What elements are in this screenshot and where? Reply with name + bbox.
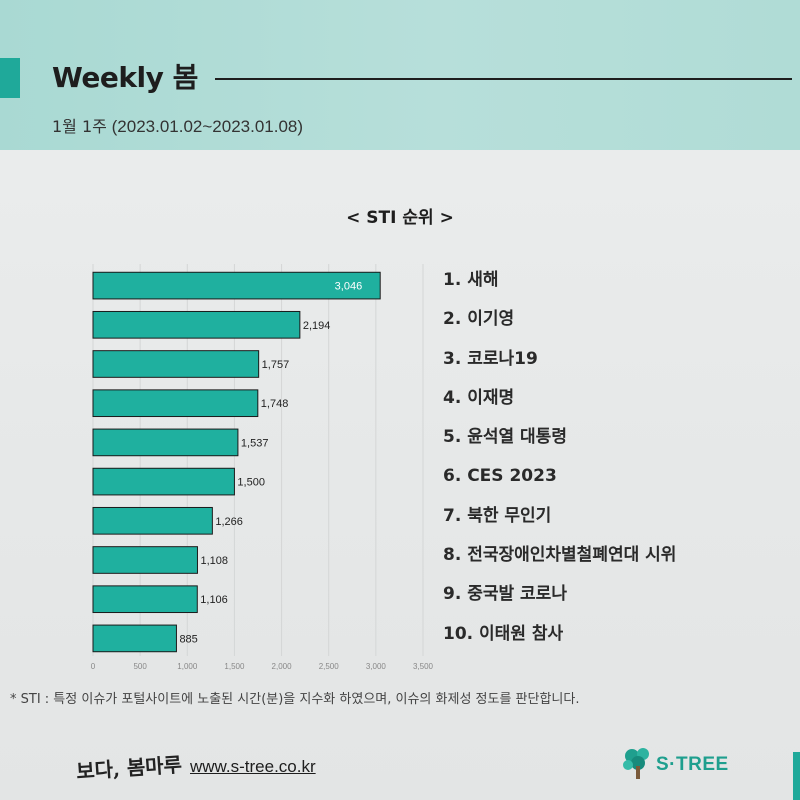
website-link[interactable]: www.s-tree.co.kr [190,757,316,776]
bar-value-label: 1,500 [237,477,265,489]
bar [92,467,235,496]
tree-logo-icon [623,748,649,779]
bar-value-label: 1,757 [262,359,290,371]
rank-item: 7. 북한 무인기 [443,505,552,526]
rank-item: 4. 이재명 [443,387,515,408]
page-title: Weekly 봄 [52,61,198,94]
rank-item: 3. 코로나19 [443,348,538,369]
bar-value-label: 1,537 [241,437,269,449]
rank-item: 6. CES 2023 [443,466,557,487]
rank-item: 8. 전국장애인차별철폐연대 시위 [443,545,677,566]
x-tick-label: 3,000 [366,662,387,671]
rank-item: 9. 중국발 코로나 [443,584,567,605]
header-banner [0,0,800,150]
bar-value-label: 1,748 [261,398,289,410]
bar-value-label: 1,266 [215,516,243,528]
bar [92,271,381,300]
bar [92,389,259,418]
title-rule [215,78,792,80]
bar-value-label: 1,106 [200,594,228,606]
rank-item: 1. 새해 [443,270,499,290]
x-tick-label: 3,500 [413,662,434,671]
bar [92,350,260,378]
bar-value-label: 2,194 [303,320,331,332]
footnote: * STI : 특정 이슈가 포털사이트에 노출된 시간(분)을 지수화 하였으… [10,692,580,707]
x-tick-label: 500 [133,662,147,671]
bar [92,506,213,535]
bar-value-label: 3,046 [335,281,363,293]
week-label: 1월 1주 [52,117,107,136]
corner-accent-bar [793,752,800,800]
bar [92,585,198,614]
rank-item: 10. 이태원 참사 [443,623,564,644]
logo-text: S·TREE [656,754,729,775]
x-tick-label: 1,000 [177,662,198,671]
page-subtitle: 1월 1주 (2023.01.02~2023.01.08) [52,113,303,137]
bar [92,310,301,339]
x-tick-label: 1,500 [224,662,245,671]
ranking-list: 1. 새해 2. 이기영 3. 코로나19 4. 이재명 5. 윤석열 대통령 6. CE… [443,266,676,659]
rank-item: 5. 윤석열 대통령 [443,427,567,448]
bar [92,546,198,574]
bar [92,428,239,457]
title-accent-bar [0,58,20,98]
bar-value-label: 1,108 [200,555,228,567]
x-tick-label: 2,500 [319,662,340,671]
chart-title: < STI 순위 > [346,208,454,228]
bar [92,624,177,653]
rank-item: 2. 이기영 [443,309,515,330]
date-range: (2023.01.02~2023.01.08) [111,117,304,136]
x-tick-label: 2,000 [272,662,293,671]
bar-value-label: 885 [179,633,197,645]
x-tick-label: 0 [91,662,96,671]
